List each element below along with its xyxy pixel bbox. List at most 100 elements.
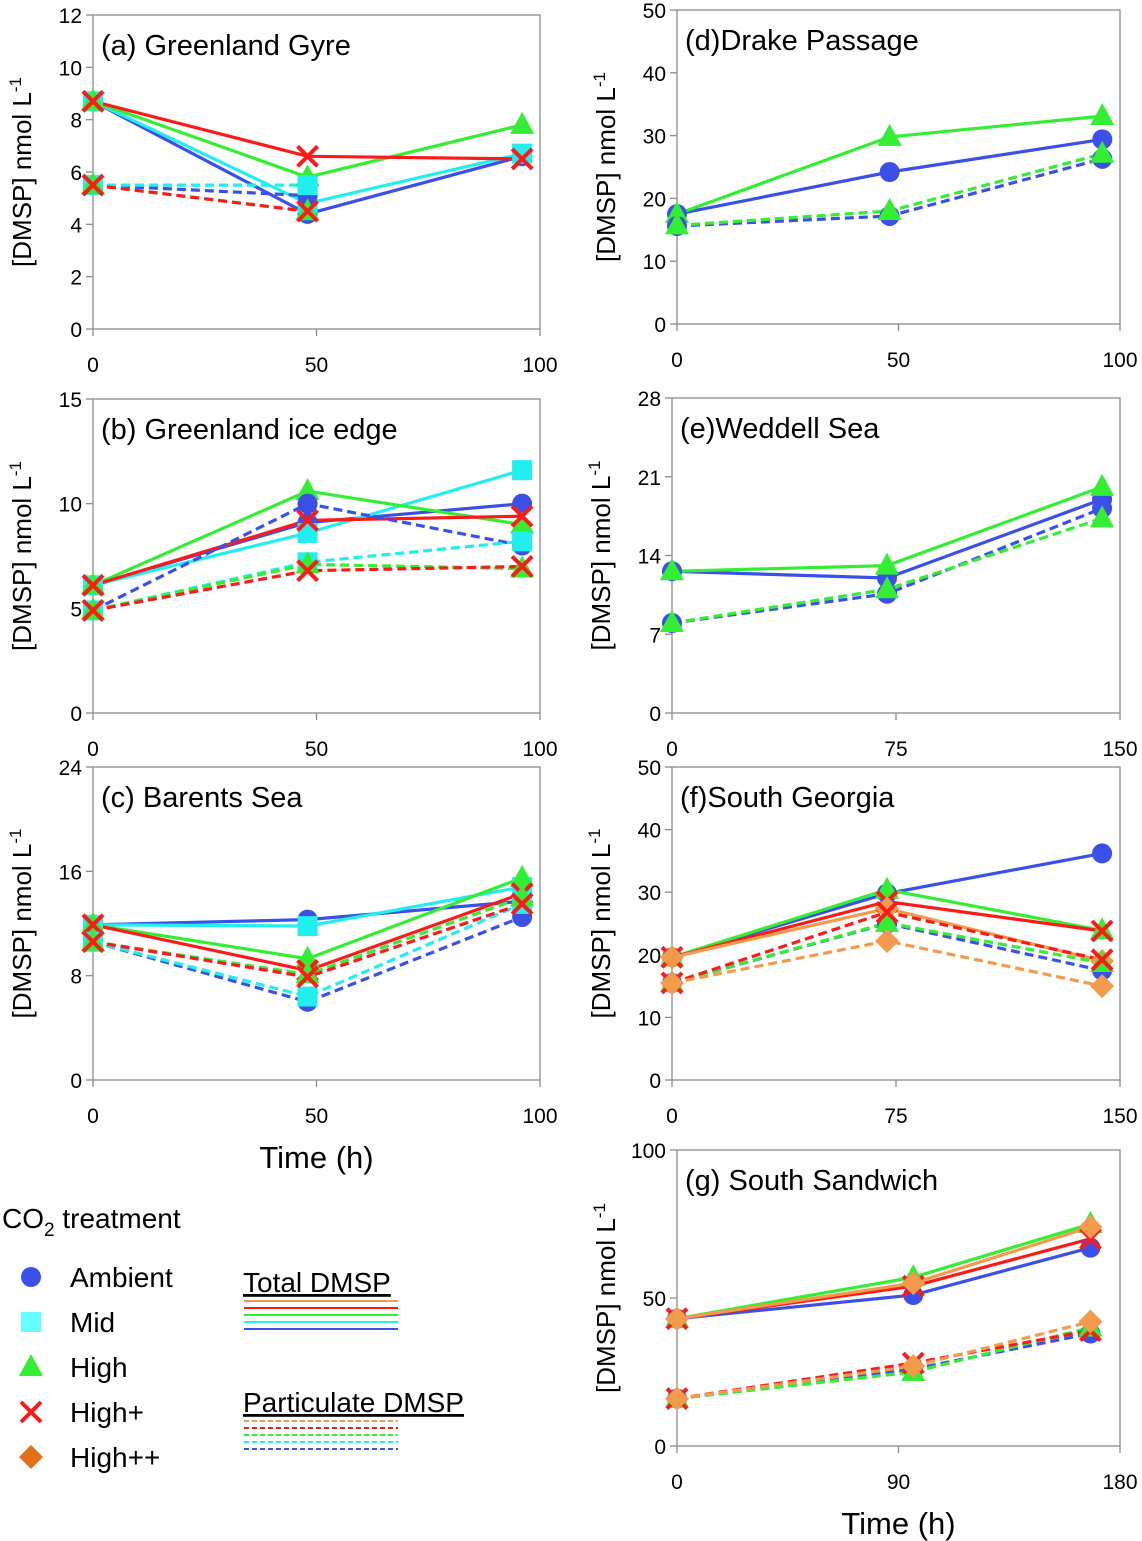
series-line-high-particulate xyxy=(92,562,523,612)
y-tick-label: 10 xyxy=(59,494,82,517)
x-tick-label: 0 xyxy=(671,1471,683,1494)
x-tick-label: 0 xyxy=(87,354,99,377)
panel-title: (a) Greenland Gyre xyxy=(101,30,351,62)
data-point-high xyxy=(875,909,900,932)
x-tick-label: 150 xyxy=(1102,1105,1137,1128)
data-point-highplusplus xyxy=(1078,1309,1103,1334)
y-tick-label: 10 xyxy=(638,1007,661,1030)
data-point-high xyxy=(295,961,320,984)
x-tick-label: 0 xyxy=(666,738,678,761)
x-tick-label: 100 xyxy=(522,738,557,761)
y-axis-label: [DMSP] nmol L-1 xyxy=(590,72,621,262)
series-line-highplusplus-total xyxy=(676,1225,1091,1321)
plot-frame xyxy=(671,397,1121,714)
x-tick-label: 0 xyxy=(666,1105,678,1128)
data-point-high xyxy=(510,884,535,907)
y-tick-label: 5 xyxy=(70,598,82,621)
y-axis-label: [DMSP] nmol L-1 xyxy=(6,77,37,267)
data-point-highplus xyxy=(510,892,534,916)
panel-c: 0 8 16 24 0 50 100 (c) Barents Sea [DMSP] nmol L… xyxy=(6,757,558,1175)
x-tick-label: 0 xyxy=(671,349,683,372)
legend: CO2 treatment AmbientMidHighHigh+High++ … xyxy=(2,1203,464,1473)
data-point-highplus xyxy=(510,147,534,171)
legend-marker-highplus xyxy=(19,1400,43,1424)
data-point-high xyxy=(660,558,684,581)
x-tick-label: 150 xyxy=(1102,738,1137,761)
y-tick-label: 8 xyxy=(70,110,82,133)
data-point-high xyxy=(1090,505,1115,528)
series-line-high-particulate xyxy=(671,921,1103,985)
y-tick-label: 100 xyxy=(631,1140,666,1163)
y-tick-label: 7 xyxy=(649,624,661,647)
y-axis-label: [DMSP] nmol L-1 xyxy=(590,1203,621,1393)
x-axis-label: Time (h) xyxy=(841,1506,955,1541)
data-point-highplus xyxy=(81,913,105,937)
panel-a: 0 2 4 6 8 10 12 0 50 100 (a) Greenland Gyre [DMSP] … xyxy=(6,5,558,377)
x-tick-label: 0 xyxy=(87,738,99,761)
data-point-highplus xyxy=(510,504,534,528)
panel-title: (c) Barents Sea xyxy=(101,782,303,814)
legend-marker-mid xyxy=(21,1312,41,1332)
y-tick-label: 24 xyxy=(59,757,83,780)
data-point-highplus xyxy=(81,573,105,597)
data-point-highplusplus xyxy=(665,1306,689,1331)
legend-marker-ambient xyxy=(21,1267,41,1287)
data-point-high xyxy=(295,551,320,574)
series-line-highplus-particulate xyxy=(676,1329,1091,1401)
x-tick-label: 100 xyxy=(522,354,557,377)
data-point-high xyxy=(510,511,535,534)
data-point-mid xyxy=(512,143,533,164)
x-tick-label: 50 xyxy=(305,354,328,377)
data-point-high xyxy=(660,610,684,632)
x-tick-label: 100 xyxy=(1102,349,1137,372)
data-point-high xyxy=(295,478,320,501)
x-tick-label: 180 xyxy=(1102,1471,1137,1494)
legend-marker-high xyxy=(19,1354,43,1376)
data-point-high xyxy=(510,111,535,134)
data-point-high xyxy=(1090,103,1115,126)
legend-label: High++ xyxy=(70,1442,160,1473)
legend-label: Mid xyxy=(70,1307,115,1338)
y-tick-label: 15 xyxy=(59,389,82,412)
data-point-ambient xyxy=(1092,129,1113,150)
panel-title: (b) Greenland ice edge xyxy=(101,414,398,446)
data-point-high xyxy=(877,197,902,220)
legend-label: Ambient xyxy=(70,1262,173,1293)
y-tick-label: 10 xyxy=(59,57,82,80)
panel-f: 0 10 20 30 40 50 0 75 150 (f)South Georgia [DMSP] … xyxy=(585,757,1138,1128)
series-line-mid-particulate xyxy=(92,902,523,999)
data-point-highplus xyxy=(1090,948,1114,972)
data-point-highplusplus xyxy=(665,1386,689,1411)
panel-title: (e)Weddell Sea xyxy=(680,413,880,445)
data-point-high xyxy=(877,123,902,146)
panel-title: (f)South Georgia xyxy=(680,782,895,814)
x-tick-label: 50 xyxy=(305,1105,328,1128)
y-tick-label: 0 xyxy=(70,703,82,726)
data-point-highplus xyxy=(510,555,534,578)
x-tick-label: 0 xyxy=(87,1105,99,1128)
data-point-highplus xyxy=(875,900,899,924)
x-tick-label: 50 xyxy=(887,349,910,372)
y-tick-label: 30 xyxy=(638,882,661,905)
series-line-highplus-particulate xyxy=(92,183,308,213)
panel-d: 0 10 20 30 40 50 0 50 100 (d)Drake Passage [DMSP] … xyxy=(590,0,1138,372)
data-point-ambient xyxy=(297,493,318,514)
data-point-mid xyxy=(297,175,318,196)
data-point-high xyxy=(510,864,535,887)
data-point-high xyxy=(1090,140,1115,163)
data-point-high xyxy=(875,552,900,575)
data-point-highplus xyxy=(296,508,319,532)
y-tick-label: 0 xyxy=(649,703,661,726)
y-tick-label: 2 xyxy=(70,267,82,290)
y-axis-label: [DMSP] nmol L-1 xyxy=(585,829,616,1019)
data-point-high xyxy=(875,576,900,599)
y-tick-label: 8 xyxy=(70,966,82,989)
y-tick-label: 4 xyxy=(70,214,82,237)
x-axis-label: Time (h) xyxy=(259,1140,373,1175)
y-tick-label: 0 xyxy=(70,1070,82,1093)
panel-title: (g) South Sandwich xyxy=(685,1165,938,1197)
data-point-mid xyxy=(512,531,533,552)
y-tick-label: 28 xyxy=(638,388,661,411)
y-tick-label: 50 xyxy=(638,757,661,780)
data-point-highplus xyxy=(296,144,319,168)
